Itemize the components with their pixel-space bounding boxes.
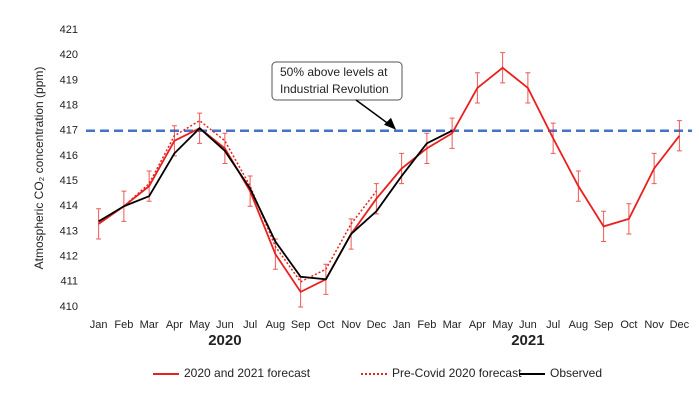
y-tick-label: 420 (60, 49, 78, 61)
legend-item: Observed (519, 366, 602, 380)
x-tick-label: Jul (243, 319, 257, 331)
x-tick-label: Feb (114, 319, 133, 331)
x-tick-label: Mar (443, 319, 462, 331)
y-tick-label: 417 (60, 125, 78, 137)
y-tick-label: 421 (60, 24, 78, 36)
y-tick-label: 419 (60, 74, 78, 86)
y-tick-label: 411 (60, 276, 78, 288)
x-tick-label: Aug (569, 319, 589, 331)
x-tick-label: Jul (546, 319, 560, 331)
x-tick-label: Dec (367, 319, 387, 331)
annotation-box (271, 61, 403, 101)
x-tick-label: Nov (644, 319, 664, 331)
y-tick-label: 412 (60, 251, 78, 263)
x-tick-label: Jun (519, 319, 537, 331)
group-label: 2021 (511, 332, 544, 349)
arrow-head (384, 117, 396, 130)
x-tick-label: Jan (393, 319, 411, 331)
y-tick-label: 413 (60, 225, 78, 237)
series-line (98, 119, 377, 283)
group-label: 2020 (208, 332, 241, 349)
x-tick-label: May (492, 319, 513, 331)
x-tick-label: Aug (266, 319, 286, 331)
x-tick-label: Mar (140, 319, 159, 331)
x-tick-label: Oct (620, 319, 637, 331)
x-tick-label: Jun (216, 319, 234, 331)
y-tick-label: 416 (60, 150, 78, 162)
annotation-arrow (355, 99, 392, 127)
y-tick-label: 410 (60, 301, 78, 313)
series-line (98, 126, 453, 281)
x-tick-label: May (189, 319, 210, 331)
annotation-text: Industrial Revolution (280, 82, 389, 96)
x-tick-label: Nov (341, 319, 361, 331)
annotation-text: 50% above levels at (280, 65, 388, 79)
legend-item: 2020 and 2021 forecast (153, 366, 311, 380)
legend-item: Pre-Covid 2020 forecast (361, 366, 522, 380)
series-line (98, 66, 681, 294)
legend-label: Pre-Covid 2020 forecast (392, 366, 522, 380)
y-axis-label: Atmospheric CO₂ concentration (ppm) (32, 67, 46, 270)
x-tick-label: Sep (594, 319, 614, 331)
legend-label: 2020 and 2021 forecast (184, 366, 311, 380)
y-tick-label: 418 (60, 99, 78, 111)
x-tick-label: Jan (90, 319, 108, 331)
y-tick-label: 415 (60, 175, 78, 187)
y-tick-label: 414 (60, 200, 78, 212)
x-tick-label: Apr (166, 319, 183, 331)
x-tick-label: Feb (417, 319, 436, 331)
x-tick-label: Apr (469, 319, 486, 331)
x-tick-label: Oct (317, 319, 334, 331)
x-tick-label: Sep (291, 319, 311, 331)
x-tick-label: Dec (670, 319, 690, 331)
legend-label: Observed (550, 366, 602, 380)
